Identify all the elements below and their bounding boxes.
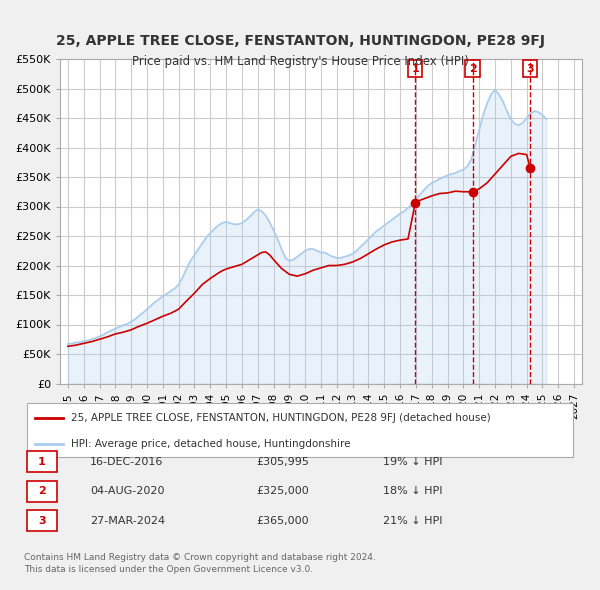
FancyBboxPatch shape xyxy=(27,510,57,531)
Text: £365,000: £365,000 xyxy=(256,516,308,526)
Text: £325,000: £325,000 xyxy=(256,486,308,496)
Text: 1: 1 xyxy=(38,457,46,467)
Text: HPI: Average price, detached house, Huntingdonshire: HPI: Average price, detached house, Hunt… xyxy=(71,439,350,448)
Text: This data is licensed under the Open Government Licence v3.0.: This data is licensed under the Open Gov… xyxy=(24,565,313,574)
Text: Contains HM Land Registry data © Crown copyright and database right 2024.: Contains HM Land Registry data © Crown c… xyxy=(24,553,376,562)
Text: 16-DEC-2016: 16-DEC-2016 xyxy=(90,457,164,467)
Text: 2: 2 xyxy=(38,486,46,496)
Text: 04-AUG-2020: 04-AUG-2020 xyxy=(90,486,165,496)
FancyBboxPatch shape xyxy=(27,480,57,502)
Text: £305,995: £305,995 xyxy=(256,457,309,467)
Text: 1: 1 xyxy=(412,64,419,74)
Text: 3: 3 xyxy=(526,64,534,74)
Text: 27-MAR-2024: 27-MAR-2024 xyxy=(90,516,166,526)
Text: Price paid vs. HM Land Registry's House Price Index (HPI): Price paid vs. HM Land Registry's House … xyxy=(131,55,469,68)
FancyBboxPatch shape xyxy=(27,451,57,472)
Text: 3: 3 xyxy=(38,516,46,526)
FancyBboxPatch shape xyxy=(27,403,573,457)
Text: 25, APPLE TREE CLOSE, FENSTANTON, HUNTINGDON, PE28 9FJ: 25, APPLE TREE CLOSE, FENSTANTON, HUNTIN… xyxy=(56,34,545,48)
Text: 2: 2 xyxy=(469,64,476,74)
Text: 18% ↓ HPI: 18% ↓ HPI xyxy=(383,486,442,496)
Text: 21% ↓ HPI: 21% ↓ HPI xyxy=(383,516,442,526)
Text: 25, APPLE TREE CLOSE, FENSTANTON, HUNTINGDON, PE28 9FJ (detached house): 25, APPLE TREE CLOSE, FENSTANTON, HUNTIN… xyxy=(71,413,491,422)
Text: 19% ↓ HPI: 19% ↓ HPI xyxy=(383,457,442,467)
